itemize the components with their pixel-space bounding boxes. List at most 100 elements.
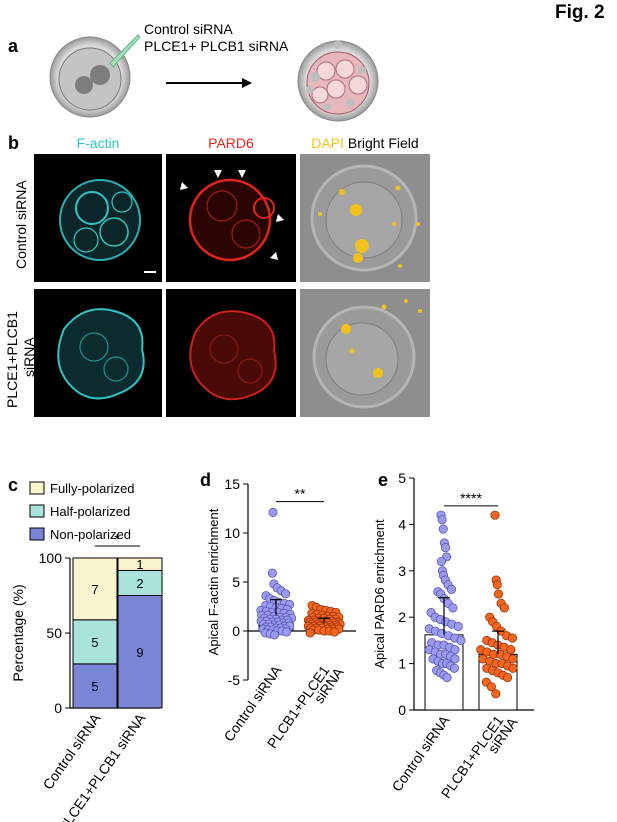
count-label: 1 (136, 557, 143, 572)
panel-a-label: a (8, 36, 19, 56)
legend-label: Non-polarized (50, 527, 131, 542)
arrowhead-marker (238, 170, 246, 178)
image-control-factin (34, 154, 162, 282)
y-tick-label: 50 (46, 625, 62, 641)
image-plce1-factin (34, 289, 162, 417)
data-point (453, 621, 463, 632)
data-point (268, 507, 278, 517)
panel-d-label: d (200, 470, 211, 490)
pronucleus (90, 65, 110, 85)
data-point (507, 633, 517, 643)
panel-b-label: b (8, 133, 19, 153)
panel-a-schematic (49, 34, 379, 122)
count-label: 7 (91, 582, 98, 597)
y-tick-label: 0 (232, 623, 240, 639)
arrowhead-marker (180, 182, 188, 190)
data-point (449, 663, 459, 673)
data-point (446, 584, 457, 594)
count-label: 5 (91, 679, 98, 694)
arrow-head (242, 78, 252, 88)
bar-segment (117, 569, 163, 596)
y-tick-label: 5 (232, 574, 240, 590)
data-point (493, 589, 504, 599)
legend-swatch (29, 481, 45, 495)
count-label: 5 (91, 635, 98, 650)
count-label: 9 (136, 645, 143, 660)
y-tick-label: -5 (228, 672, 241, 688)
data-point (506, 645, 516, 655)
y-tick-label: 5 (398, 470, 406, 486)
data-point (270, 630, 280, 640)
image-plce1-dapi-bf (300, 289, 430, 417)
row-label-control: Control siRNA (13, 180, 29, 269)
row-label-plce1-line1: PLCE1+PLCB1 (4, 311, 20, 408)
significance-label: **** (460, 490, 482, 506)
data-point (491, 689, 501, 699)
bar-segment (72, 619, 118, 665)
bar-segment (72, 663, 118, 709)
injection-needle (109, 34, 141, 68)
y-tick-label: 0 (54, 700, 62, 716)
image-control-dapi-bf (300, 154, 430, 282)
legend-swatch (29, 504, 45, 518)
data-point (281, 589, 291, 599)
y-tick-label: 100 (39, 550, 63, 566)
data-point (267, 568, 277, 578)
pronucleus (75, 76, 93, 94)
data-point (508, 654, 518, 664)
count-label: 2 (136, 576, 143, 591)
chart-e: 0 1 2 3 4 5 Apical PARD6 enrichment Control siR… (374, 470, 534, 801)
bar-segment (117, 557, 163, 571)
data-point (282, 627, 292, 637)
bar-segment (72, 557, 118, 621)
y-axis-label: Percentage (%) (10, 584, 26, 681)
data-point (456, 635, 466, 645)
y-tick-label: 2 (398, 609, 406, 625)
y-tick-label: 10 (224, 525, 240, 541)
data-point (448, 603, 458, 613)
data-point (305, 628, 315, 638)
panel-e-label: e (378, 470, 389, 490)
header-bright-field: Bright Field (347, 135, 419, 151)
legend-label: Fully-polarized (50, 481, 135, 496)
data-point (442, 672, 452, 683)
header-dapi: DAPI (311, 135, 344, 151)
arrowhead-marker (270, 252, 278, 260)
header-dapi-bf: DAPI Bright Field (300, 135, 430, 151)
data-point (330, 627, 340, 637)
image-control-pard6 (166, 154, 296, 282)
y-tick-label: 15 (224, 476, 240, 492)
y-axis-label: Apical PARD6 enrichment (374, 519, 387, 669)
bar-segment (117, 595, 163, 709)
data-point (450, 645, 460, 655)
chart-c: Fully-polarized Half-polarized Non-polariz… (10, 481, 163, 822)
data-point (450, 654, 460, 664)
data-point (490, 510, 500, 520)
arrowhead-marker (276, 214, 284, 222)
panel-c-label: c (8, 475, 19, 495)
x-tick-label: Control siRNA (388, 712, 452, 794)
data-point (508, 663, 518, 673)
treatment-plce1-plcb1: PLCE1+ PLCB1 siRNA (144, 38, 289, 54)
header-factin: F-actin (76, 135, 120, 151)
data-point (486, 682, 496, 692)
y-tick-label: 3 (398, 563, 406, 579)
data-point (492, 580, 502, 590)
treatment-control: Control siRNA (144, 21, 233, 37)
data-point (503, 672, 513, 683)
data-point (499, 603, 509, 613)
figure-title: Fig. 2 (555, 2, 605, 23)
significance-label: * (114, 531, 120, 547)
image-plce1-pard6 (166, 289, 296, 417)
arrowhead-marker (214, 170, 222, 178)
y-tick-label: 1 (398, 656, 406, 672)
y-tick-label: 4 (398, 516, 406, 532)
data-point (440, 543, 451, 553)
y-axis-label: Apical F-actin enrichment (206, 508, 221, 655)
legend-label: Half-polarized (50, 504, 130, 519)
legend-swatch (29, 527, 45, 541)
significance-label: ** (295, 486, 306, 502)
y-tick-label: 0 (398, 702, 406, 718)
header-pard6: PARD6 (208, 135, 254, 151)
